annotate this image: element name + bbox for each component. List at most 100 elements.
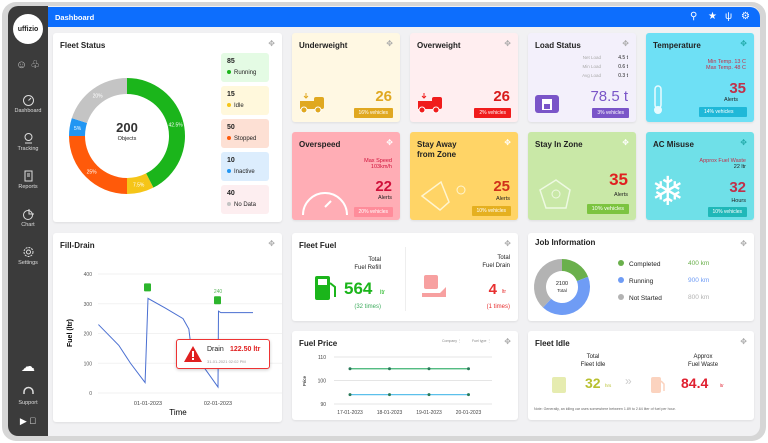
speedometer-icon bbox=[22, 95, 34, 106]
stay-in-zone-card[interactable]: Stay In Zone ✥ 35 Alerts 10% vehicles bbox=[528, 132, 636, 220]
card-title: Fleet Idle bbox=[535, 339, 570, 348]
label: Fuel Refill bbox=[354, 265, 381, 271]
price-point bbox=[427, 367, 431, 371]
job-total: 2100 bbox=[555, 281, 569, 287]
y-tick-label: 100 bbox=[318, 379, 327, 385]
apple-icon[interactable]:  bbox=[29, 416, 36, 426]
legend-label: Completed bbox=[629, 261, 661, 268]
job-slice-running bbox=[542, 276, 590, 315]
legend-dot bbox=[618, 277, 624, 283]
load-row-label: Net Load bbox=[582, 55, 601, 60]
legend-idle[interactable]: 15 Idle bbox=[221, 86, 269, 115]
fuel-drain-hand-icon bbox=[422, 275, 446, 297]
price-point bbox=[388, 393, 391, 397]
legend-running[interactable]: 85 Running bbox=[221, 53, 269, 82]
legend-label-wrap: No Data bbox=[227, 202, 256, 208]
tooltip-title: Drain bbox=[207, 346, 224, 353]
move-icon[interactable]: ✥ bbox=[504, 138, 511, 147]
slice-label: 5% bbox=[74, 126, 82, 132]
legend-stopped[interactable]: 50 Stopped bbox=[221, 119, 269, 148]
note: 103km/h bbox=[370, 164, 392, 170]
move-icon[interactable]: ✥ bbox=[740, 337, 747, 346]
cloud-download-icon[interactable]: ☁ bbox=[21, 358, 35, 374]
sidebar-item-settings[interactable]: Settings bbox=[8, 246, 48, 266]
legend-label-wrap: Running bbox=[227, 70, 256, 76]
status-dot bbox=[227, 136, 231, 140]
location-pin-icon bbox=[24, 133, 32, 144]
move-icon[interactable]: ✥ bbox=[504, 239, 511, 248]
price-point bbox=[348, 393, 352, 397]
settings-icon[interactable]: ⚙ bbox=[741, 11, 750, 22]
overspeed-card[interactable]: Overspeed ✥ Max Speed 103km/h 22 Alerts 2… bbox=[292, 132, 400, 220]
x-tick-label: 18-01-2023 bbox=[377, 410, 403, 416]
move-icon[interactable]: ✥ bbox=[622, 39, 629, 48]
thermometer-icon bbox=[654, 85, 662, 114]
slice-label: 20% bbox=[93, 94, 104, 100]
move-icon[interactable]: ✥ bbox=[268, 39, 275, 48]
divider bbox=[405, 247, 406, 311]
move-icon[interactable]: ✥ bbox=[504, 337, 511, 346]
load-row-label: Min Load bbox=[582, 64, 601, 69]
sidebar-item-reports[interactable]: Reports bbox=[8, 170, 48, 190]
move-icon[interactable]: ✥ bbox=[386, 138, 393, 147]
overweight-card[interactable]: Overweight ✥ 26 2% vehicles bbox=[410, 33, 518, 122]
page-title: Dashboard bbox=[55, 13, 95, 22]
legend-no-data[interactable]: 40 No Data bbox=[221, 185, 269, 214]
fuel-type-filter-dropdown[interactable]: Fuel type ⋮ bbox=[472, 339, 491, 343]
waste-value: 84.4 bbox=[681, 375, 709, 391]
company-filter-dropdown[interactable]: Company ⋮ bbox=[442, 339, 462, 343]
user-icon[interactable]: ☺ bbox=[15, 59, 28, 71]
ac-misuse-card[interactable]: AC Misuse ✥ Approx Fuel Waste 22 ltr ❄ 32… bbox=[646, 132, 754, 220]
slice-label: 25% bbox=[87, 169, 98, 175]
move-icon[interactable]: ✥ bbox=[740, 39, 747, 48]
x-tick-label: 19-01-2023 bbox=[416, 410, 442, 416]
label: Fuel Waste bbox=[687, 362, 719, 368]
sidebar-item-label: Tracking bbox=[17, 146, 39, 152]
drain-value: 4 bbox=[488, 281, 497, 298]
x-tick-label: 20-01-2023 bbox=[456, 410, 482, 416]
fuel-fill-marker bbox=[214, 296, 221, 305]
badge: 20% vehicles bbox=[353, 207, 393, 217]
sidebar-item-label: Support bbox=[18, 400, 38, 406]
fleet-idle-card: Fleet Idle ✥ Total Fleet Idle 32 hrs » Ap… bbox=[528, 331, 754, 420]
sidebar-item-label: Settings bbox=[18, 260, 38, 266]
y-tick-label: 0 bbox=[89, 391, 92, 397]
x-tick-label: 17-01-2023 bbox=[337, 410, 363, 416]
temperature-card[interactable]: Temperature ✥ Min Temp. 13 C Max Temp. 48… bbox=[646, 33, 754, 122]
drain-times: (1 times) bbox=[486, 304, 510, 310]
value: 35 bbox=[729, 80, 746, 97]
sidebar-item-tracking[interactable]: Tracking bbox=[8, 132, 48, 152]
unit: Alerts bbox=[495, 196, 510, 202]
donut-slice-running bbox=[127, 78, 185, 188]
y-tick-label: 400 bbox=[84, 272, 93, 278]
sidebar-item-chart[interactable]: Chart bbox=[8, 208, 48, 228]
move-icon[interactable]: ✥ bbox=[622, 138, 629, 147]
stay-away-card[interactable]: Stay Away from Zone ✥ 25 Alerts 10% vehi… bbox=[410, 132, 518, 220]
legend-label: Not Started bbox=[629, 295, 662, 302]
play-store-icon[interactable]: ▶ bbox=[19, 416, 27, 426]
star-icon[interactable]: ★ bbox=[708, 11, 717, 22]
label: Fleet Idle bbox=[580, 362, 606, 368]
search-icon[interactable]: ⚲ bbox=[690, 11, 698, 22]
sidebar-item-dashboard[interactable]: Dashboard bbox=[8, 94, 48, 114]
unit: Alerts bbox=[723, 97, 738, 103]
job-legend-value: 800 km bbox=[688, 294, 710, 301]
y-axis-label: Fuel (ltr) bbox=[67, 319, 74, 347]
load-status-card[interactable]: Load Status ✥ Net Load 4.5 t Min Load 0.6 t A… bbox=[528, 33, 636, 122]
move-icon[interactable]: ✥ bbox=[386, 39, 393, 48]
move-icon[interactable]: ✥ bbox=[504, 39, 511, 48]
sidebar-item-support[interactable]: Support bbox=[8, 386, 48, 406]
legend-inactive[interactable]: 10 Inactive bbox=[221, 152, 269, 181]
card-title: Overweight bbox=[417, 41, 461, 50]
price-point bbox=[348, 367, 352, 371]
antenna-icon[interactable]: ψ bbox=[725, 11, 733, 22]
badge: 10% vehicles bbox=[586, 204, 629, 214]
move-icon[interactable]: ✥ bbox=[740, 239, 747, 248]
gear-icon bbox=[23, 247, 33, 257]
underweight-card[interactable]: Underweight ✥ 26 16% vehicles bbox=[292, 33, 400, 122]
move-icon[interactable]: ✥ bbox=[740, 138, 747, 147]
bell-icon[interactable]: ♧ bbox=[30, 59, 41, 71]
x-tick-label: 01-01-2023 bbox=[134, 401, 162, 407]
legend-dot bbox=[618, 294, 624, 300]
move-icon[interactable]: ✥ bbox=[268, 239, 275, 248]
